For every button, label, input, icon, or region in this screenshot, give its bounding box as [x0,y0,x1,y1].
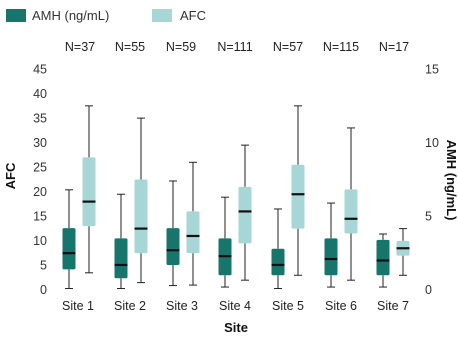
legend-swatch-afc [152,9,172,22]
sample-size-label: N=111 [217,40,252,54]
left-tick-5: 5 [40,259,47,273]
left-tick-0: 0 [40,283,47,297]
left-y-axis-ticks: 0 5 10 15 20 25 30 35 40 45 [33,63,47,298]
sample-size-label: N=115 [323,40,359,54]
legend-swatch-amh [6,9,26,22]
y-axis-title-right: AMH (ng/mL) [444,140,458,221]
amh-box [271,248,285,276]
category-label: Site 1 [62,299,94,313]
left-tick-35: 35 [33,112,47,126]
afc-box [186,211,200,254]
left-tick-30: 30 [33,136,47,150]
sample-size-label: N=57 [273,40,303,54]
amh-box [114,238,128,279]
category-label: Site 4 [219,299,251,313]
right-tick-5: 5 [425,210,432,224]
sample-size-label: N=17 [379,40,409,54]
legend-label-amh: AMH (ng/mL) [32,8,109,23]
amh-box [324,238,338,276]
afc-box [82,157,96,227]
sample-sizes: N=37 N=55 N=59 N=111 N=57 N=115 N=17 [65,40,409,54]
legend-label-afc: AFC [180,8,206,23]
sample-size-label: N=59 [166,40,196,54]
left-tick-10: 10 [33,234,47,248]
right-tick-15: 15 [425,63,439,77]
left-tick-20: 20 [33,185,47,199]
sample-size-label: N=55 [115,40,145,54]
afc-box [344,189,358,234]
left-tick-15: 15 [33,210,47,224]
afc-box [291,164,305,229]
amh-box [166,228,180,265]
afc-box [134,179,148,254]
afc-box [238,186,252,244]
right-y-axis-ticks: 0 5 10 15 [425,63,439,298]
category-label: Site 5 [272,299,304,313]
legend: AMH (ng/mL) AFC [6,8,206,23]
amh-box [62,228,76,270]
left-tick-40: 40 [33,87,47,101]
sample-size-label: N=37 [65,40,95,54]
category-label: Site 2 [114,299,146,313]
category-label: Site 6 [325,299,357,313]
category-label: Site 7 [377,299,409,313]
category-label: Site 3 [166,299,198,313]
amh-box [376,239,390,276]
left-tick-25: 25 [33,161,47,175]
right-tick-10: 10 [425,136,439,150]
box-marks [62,105,410,290]
x-axis-categories: Site 1 Site 2 Site 3 Site 4 Site 5 Site … [62,299,409,313]
y-axis-title-left: AFC [3,162,18,189]
x-axis-title: Site [224,320,248,335]
left-tick-45: 45 [33,63,47,77]
right-tick-0: 0 [425,283,432,297]
